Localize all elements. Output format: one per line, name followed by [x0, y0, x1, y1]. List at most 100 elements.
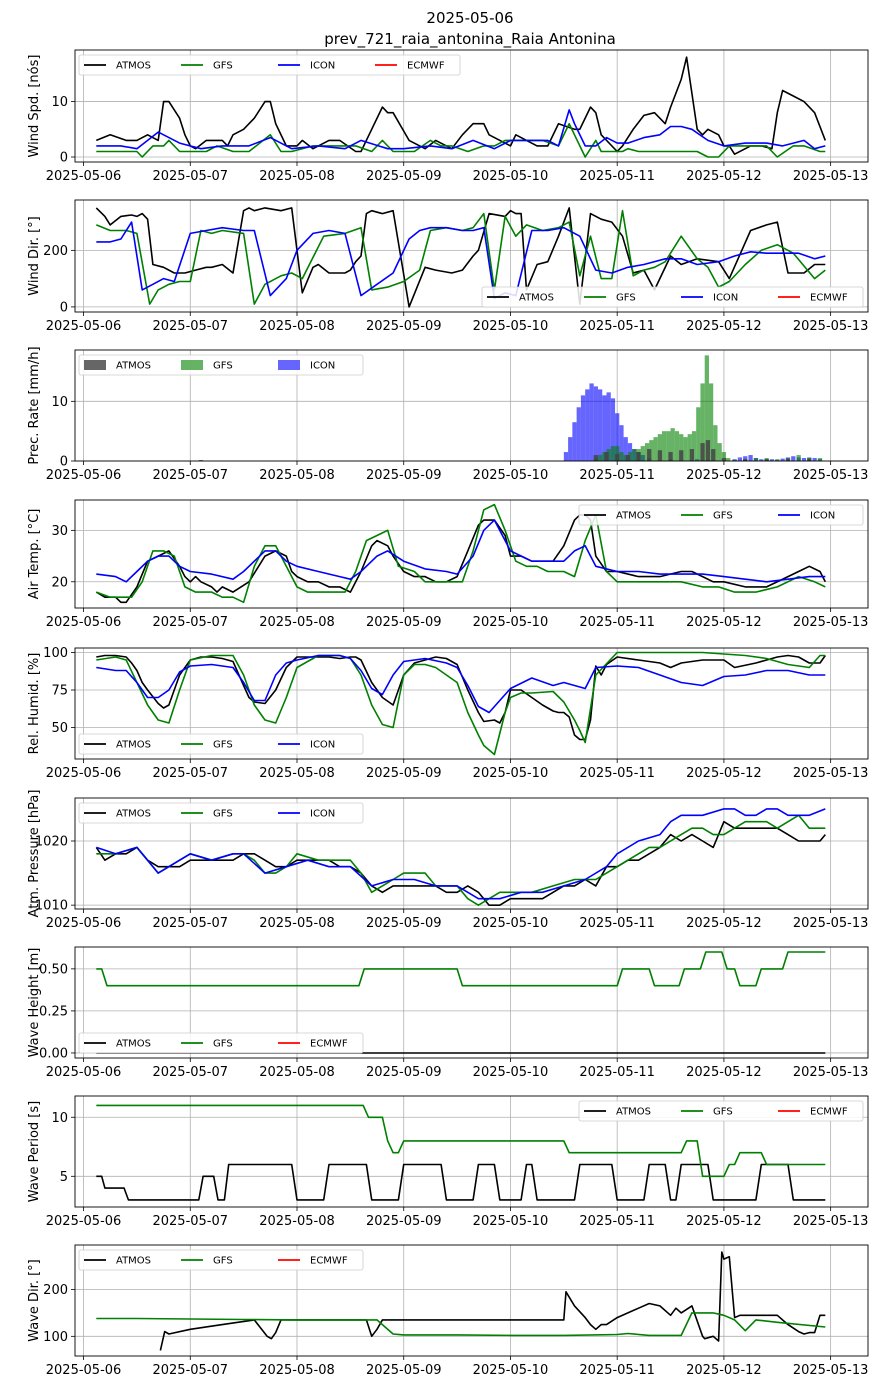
series-line-atmos [95, 207, 826, 308]
precip-bar-gfs [657, 434, 663, 461]
x-tick-label: 2025-05-13 [793, 1214, 869, 1229]
legend-label-atmos: ATMOS [519, 293, 554, 304]
y-tick-label: 0 [60, 300, 68, 315]
x-tick-label: 2025-05-10 [473, 916, 549, 931]
precip-bar-atmos [807, 459, 812, 461]
x-tick-label: 2025-05-11 [579, 1214, 655, 1229]
panel-data [95, 808, 826, 907]
legend-box [578, 1100, 864, 1122]
panel-data [198, 355, 823, 461]
legend-label-icon: ICON [310, 809, 335, 820]
x-tick-label: 2025-05-06 [46, 1065, 122, 1080]
axes-frame [74, 797, 869, 910]
precip-bar-icon [623, 437, 628, 461]
legend-label-icon: ICON [310, 61, 335, 72]
precip-bar-gfs [726, 458, 731, 461]
precip-bar-icon [615, 413, 620, 461]
legend-swatch-icon [278, 360, 300, 370]
legend-label-icon: ICON [713, 293, 738, 304]
axes-frame [74, 647, 869, 760]
legend-label-atmos: ATMOS [116, 61, 151, 72]
legend-label-gfs: GFS [213, 1039, 233, 1050]
precip-bar-gfs [700, 383, 705, 461]
precip-bar-icon [580, 395, 586, 461]
precip-bar-gfs [704, 355, 709, 461]
x-tick-label: 2025-05-08 [259, 1363, 335, 1378]
panel-data [96, 651, 826, 756]
y-axis-label: Wind Dir. [°] [27, 216, 42, 296]
x-tick-label: 2025-05-12 [686, 1065, 762, 1080]
x-tick-label: 2025-05-08 [259, 319, 335, 334]
axes-frame [74, 499, 869, 609]
series-line-icon [96, 654, 826, 714]
x-tick-label: 2025-05-06 [46, 766, 122, 781]
legend-box [78, 54, 461, 76]
precip-bar-icon [593, 386, 598, 461]
y-axis-label: Wind Spd. [nós] [27, 55, 42, 158]
panel-6: 2025-05-06 2025-05-07 2025-05-08 2025-05-09… [27, 790, 869, 931]
x-tick-label: 2025-05-12 [686, 1363, 762, 1378]
precip-bar-icon [602, 395, 607, 461]
legend-label-ecmwf: ECMWF [310, 1039, 348, 1050]
precip-bar-atmos [679, 450, 684, 461]
y-tick-label: 200 [43, 244, 68, 259]
x-tick-label: 2025-05-10 [473, 615, 549, 630]
y-axis-label: Rel. Humid. [%] [27, 653, 42, 755]
x-tick-label: 2025-05-13 [793, 615, 869, 630]
series-line-icon [96, 519, 826, 583]
precip-bar-icon [737, 457, 743, 461]
x-tick-label: 2025-05-09 [366, 169, 442, 184]
x-tick-label: 2025-05-07 [152, 615, 228, 630]
precip-bar-icon [606, 392, 611, 461]
precip-bar-gfs [615, 446, 620, 461]
x-tick-label: 2025-05-11 [579, 1363, 655, 1378]
series-line-gfs [96, 1312, 826, 1337]
precip-bar-gfs [679, 434, 684, 461]
legend-label-ecmwf: ECMWF [310, 1256, 348, 1267]
precip-bar-icon [812, 458, 817, 461]
legend-label-gfs: GFS [213, 1256, 233, 1267]
x-tick-label: 2025-05-06 [46, 1214, 122, 1229]
series-line-gfs [96, 951, 826, 987]
x-tick-label: 2025-05-08 [259, 468, 335, 483]
x-tick-label: 2025-05-12 [686, 1214, 762, 1229]
precip-bar-atmos [625, 455, 630, 461]
legend-label-atmos: ATMOS [116, 361, 151, 372]
legend-label-gfs: GFS [213, 361, 233, 372]
y-tick-label: 0 [60, 151, 68, 166]
x-tick-label: 2025-05-13 [793, 766, 869, 781]
precip-bar-gfs [708, 383, 714, 461]
precip-bar-icon [748, 455, 753, 461]
precip-bar-icon [568, 437, 573, 461]
precip-bar-gfs [662, 431, 667, 461]
axes-frame [74, 49, 869, 163]
legend: ATMOS GFS ICON ECMWF [78, 54, 461, 76]
x-tick-label: 2025-05-08 [259, 615, 335, 630]
legend-label-icon: ICON [810, 511, 835, 522]
figure-subtitle: prev_721_raia_antonina_Raia Antonina [324, 30, 616, 49]
x-tick-label: 2025-05-09 [366, 1065, 442, 1080]
legend-label-icon: ICON [310, 361, 335, 372]
y-axis-label: Atm. Pressure [hPa] [27, 790, 42, 918]
precip-bar-gfs [775, 459, 780, 461]
y-tick-label: 10 [51, 395, 68, 410]
panel-4: 2025-05-06 2025-05-07 2025-05-08 2025-05-09… [27, 499, 869, 630]
legend-label-gfs: GFS [213, 61, 233, 72]
legend-label-gfs: GFS [213, 809, 233, 820]
precip-bar-atmos [721, 458, 727, 461]
panel-9: 2025-05-06 2025-05-07 2025-05-08 2025-05-09… [27, 1244, 869, 1378]
precip-bar-icon [780, 458, 785, 461]
series-line-gfs [96, 1104, 826, 1178]
y-axis-label: Wave Period [s] [27, 1101, 42, 1202]
axes-frame [74, 199, 869, 313]
y-axis-label: Wave Dir. [°] [27, 1259, 42, 1342]
y-tick-label: 100 [43, 646, 68, 661]
x-tick-label: 2025-05-09 [366, 1214, 442, 1229]
precip-bar-gfs [683, 437, 688, 461]
series-line-atmos [159, 1251, 826, 1351]
series-line-atmos [96, 1163, 826, 1201]
y-tick-label: 1010 [35, 899, 68, 914]
y-tick-label: 75 [51, 684, 68, 699]
x-tick-label: 2025-05-13 [793, 1363, 869, 1378]
precip-bar-gfs [753, 458, 759, 461]
